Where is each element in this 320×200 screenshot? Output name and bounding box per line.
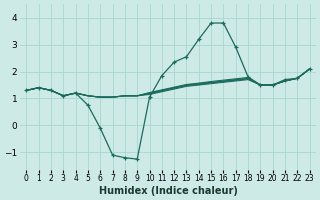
X-axis label: Humidex (Indice chaleur): Humidex (Indice chaleur) <box>99 186 237 196</box>
